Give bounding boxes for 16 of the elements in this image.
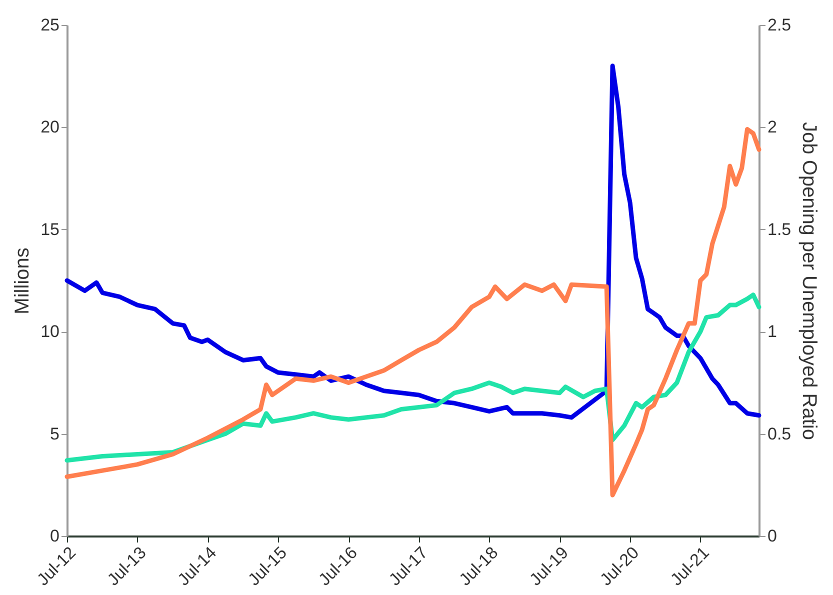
- y2-tick-label: 1: [768, 322, 777, 342]
- y-tick-label: 15: [40, 220, 60, 239]
- y2-tick-label: 2: [768, 118, 777, 137]
- y2-tick-label: 0: [768, 526, 777, 546]
- y-tick-label: 25: [40, 16, 60, 34]
- y-tick-label: 0: [50, 526, 60, 546]
- y2-axis-title: Job Opening per Unemployed Ratio: [798, 122, 820, 440]
- y2-tick-label: 1.5: [768, 220, 792, 239]
- line-series: [64, 64, 762, 420]
- y-tick-label: 20: [40, 118, 60, 137]
- y-axis-title: Millions: [12, 248, 34, 314]
- y-tick-label: 5: [50, 424, 60, 444]
- y2-tick-label: 2.5: [768, 16, 792, 34]
- line-series: [64, 126, 762, 498]
- y-tick-label: 10: [40, 322, 60, 342]
- y2-tick-label: 0.5: [768, 424, 792, 444]
